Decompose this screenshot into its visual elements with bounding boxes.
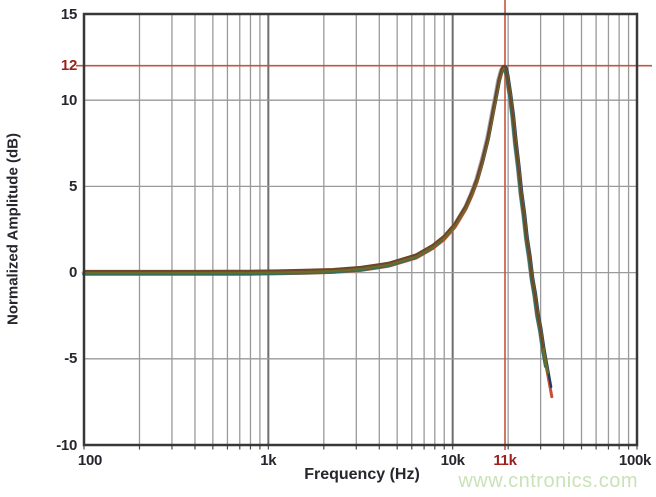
- y-tick-label: 15: [60, 5, 77, 23]
- x-tick-label: 100: [77, 452, 103, 469]
- gridlines: [83, 14, 638, 445]
- trace-olive: [82, 65, 550, 375]
- y-tick-label: -5: [64, 350, 77, 368]
- y-tick-label: 5: [68, 177, 77, 195]
- trace-red: [83, 67, 554, 399]
- crosshair-marker: [76, 0, 652, 450]
- x-tick-label: 1k: [260, 452, 277, 469]
- x-tick-label: 100k: [618, 452, 652, 469]
- y-tick-label: -10: [56, 436, 77, 454]
- y-tick-label: 0: [68, 264, 77, 282]
- x-tick-label-accent: 11k: [493, 452, 517, 469]
- y-tick-label: 10: [60, 91, 77, 109]
- trace-gray: [81, 66, 544, 351]
- y-tick-label-accent: 12: [60, 57, 77, 75]
- trace-navy: [83, 65, 553, 389]
- x-tick-label: 10k: [440, 452, 465, 469]
- data-series: [81, 64, 554, 399]
- x-axis-title: Frequency (Hz): [304, 466, 420, 483]
- watermark-text: www.cntronics.com: [458, 470, 638, 492]
- trace-teal: [82, 67, 547, 368]
- plot-frame: [82, 12, 639, 447]
- trace-brown: [83, 64, 544, 349]
- y-axis-title: Normalized Amplitude (dB): [4, 133, 22, 325]
